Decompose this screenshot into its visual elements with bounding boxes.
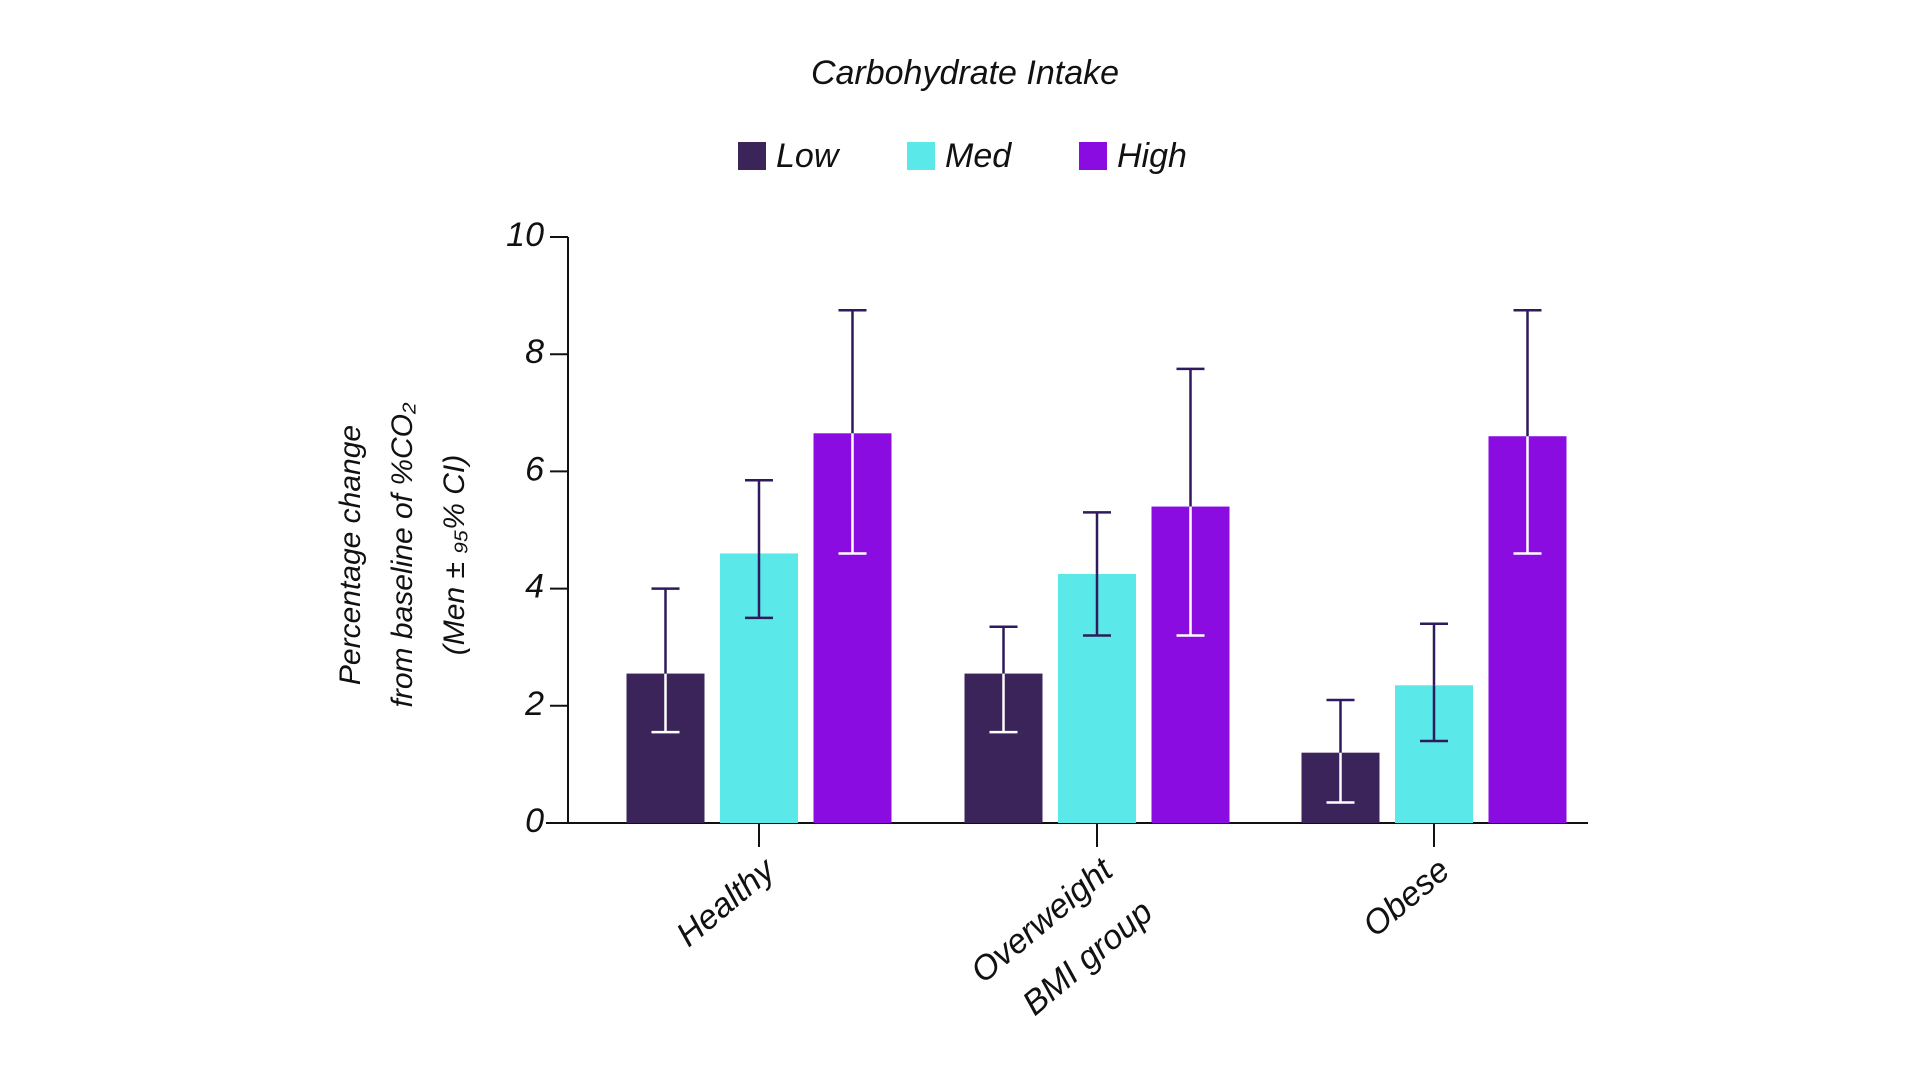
legend-label: Low [776,137,841,175]
legend-label: High [1117,137,1187,175]
error-bar [651,587,680,734]
y-tick-label: 2 [524,685,544,723]
legend-swatch [1079,142,1107,170]
error-bar [1420,622,1448,743]
error-bar [989,625,1018,734]
error-bar [1176,367,1205,637]
error-bar [1513,309,1542,555]
legend-swatch [907,142,935,170]
y-axis-label: (Men ± ₉₅% CI) [438,455,471,655]
y-tick-label: 0 [525,802,544,840]
error-bar [1083,511,1111,637]
y-tick-label: 6 [525,450,544,488]
error-bar [1326,698,1355,804]
y-tick-label: 4 [525,568,544,606]
y-axis-label: from baseline of %CO₂ [386,402,419,707]
legend-label: Med [945,137,1012,175]
y-tick-label: 10 [506,216,544,254]
y-axis-label: Percentage change [334,425,367,685]
legend-swatch [738,142,766,170]
error-bar [838,309,867,555]
y-tick-label: 8 [525,333,544,371]
error-bar [745,478,773,620]
chart-title: Carbohydrate Intake [811,54,1119,92]
x-tick-label: Obese [1356,851,1457,945]
x-tick-label: Healthy [669,850,783,954]
